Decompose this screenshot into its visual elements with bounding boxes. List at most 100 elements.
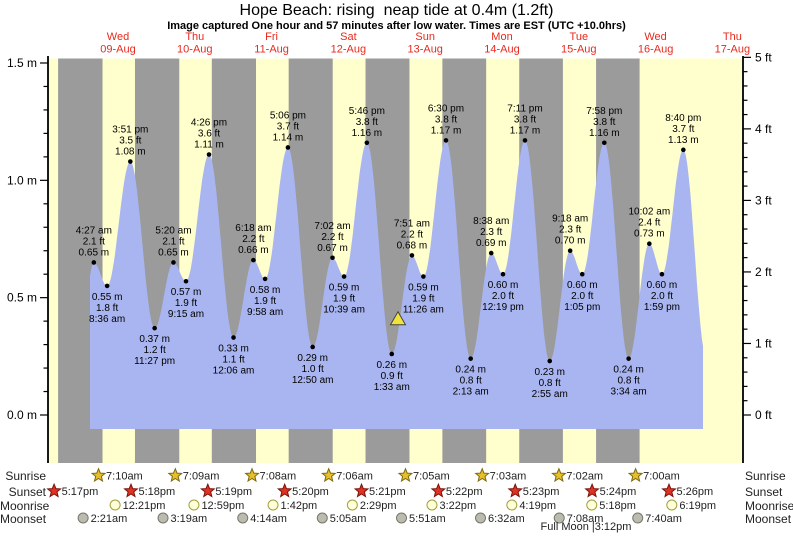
sunrise-icon (627, 467, 644, 483)
moonset-icon (316, 512, 328, 524)
tide-extreme-label: 0.70 m (555, 236, 586, 247)
tide-extreme-label: 2.0 ft (651, 291, 673, 302)
tide-extreme-label: 8:40 pm (665, 113, 701, 124)
tide-extreme-dot (579, 271, 585, 277)
moonset-time: 3:19am (171, 513, 208, 525)
day-label-weekday: Wed (644, 31, 666, 43)
moonrise-row-label-right: Moonrise (745, 498, 793, 513)
moonset-time: 5:51am (409, 513, 446, 525)
page-title: Hope Beach: rising neap tide at 0.4m (1.… (239, 2, 554, 19)
moonset-time: 7:08am (567, 513, 604, 525)
left-axis-tick-label: 0.5 m (7, 291, 37, 305)
tide-extreme-label: 5:20 am (155, 225, 191, 236)
tide-extreme-label: 7:11 pm (507, 103, 542, 114)
sunset-time: 5:19pm (215, 486, 252, 498)
tide-extreme-dot (547, 358, 553, 364)
tide-extreme-label: 0.60 m (647, 280, 678, 291)
tide-extreme-label: 0.59 m (329, 283, 360, 294)
moonset-time: 2:21am (91, 513, 128, 525)
tide-extreme-label: 2.1 ft (162, 236, 184, 247)
tide-extreme-label: 9:15 am (168, 309, 204, 320)
tide-extreme-label: 0.57 m (171, 287, 202, 298)
tide-extreme-label: 2:55 am (532, 389, 568, 400)
tide-extreme-label: 3:34 am (611, 387, 647, 398)
tide-extreme-dot (659, 271, 665, 277)
sunset-row-label-right: Sunset (745, 484, 783, 499)
right-axis-tick-label: 3 ft (755, 193, 772, 207)
tide-extreme-label: 11:26 am (403, 305, 444, 316)
tide-extreme-label: 3.8 ft (593, 117, 615, 128)
sunset-time: 5:18pm (138, 486, 175, 498)
tide-extreme-dot (522, 138, 528, 143)
moonrise-time: 3:22pm (439, 500, 476, 512)
tide-extreme-dot (341, 274, 347, 279)
tide-extreme-dot (251, 257, 256, 263)
tide-extreme-label: 1.14 m (273, 132, 304, 143)
tide-extreme-label: 0.33 m (218, 344, 249, 355)
tide-extreme-label: 0.66 m (238, 245, 269, 256)
tide-extreme-dot (231, 335, 236, 340)
tide-extreme-label: 1.9 ft (333, 294, 355, 305)
tide-extreme-label: 1.13 m (668, 135, 699, 146)
tide-extreme-label: 0.65 m (158, 247, 189, 258)
left-axis-tick-label: 1.0 m (7, 173, 37, 187)
sunrise-icon (167, 467, 183, 483)
sunrise-time: 7:02am (566, 471, 603, 483)
tide-extreme-label: 4:26 pm (191, 118, 227, 129)
sunset-icon (199, 482, 216, 498)
tide-extreme-dot (443, 138, 449, 143)
tide-extreme-label: 1.16 m (352, 128, 383, 139)
tide-extreme-label: 3.8 ft (514, 114, 536, 125)
right-axis-tick-label: 5 ft (755, 50, 772, 64)
tide-extreme-label: 10:39 am (323, 305, 365, 316)
tide-extreme-label: 2.2 ft (401, 229, 423, 240)
moonset-time: 7:40am (645, 513, 682, 525)
tide-extreme-dot (626, 356, 631, 361)
left-axis-tick-label: 0.0 m (7, 408, 37, 422)
moonset-icon (157, 512, 169, 524)
tide-extreme-label: 6:30 pm (428, 103, 464, 114)
tide-extreme-label: 1.0 ft (302, 364, 324, 375)
tide-extreme-label: 2.3 ft (559, 225, 581, 236)
tide-extreme-label: 1.8 ft (96, 303, 118, 314)
tide-extreme-label: 0.23 m (534, 367, 565, 378)
tide-extreme-label: 8:36 am (89, 314, 125, 325)
moonrise-time: 4:19pm (519, 500, 556, 512)
current-time-marker (389, 310, 407, 326)
tide-extreme-label: 3.8 ft (435, 114, 457, 125)
tide-extreme-label: 7:58 pm (586, 106, 622, 117)
day-label-weekday: Sun (415, 31, 435, 43)
day-label-date: 15-Aug (561, 44, 596, 56)
moonrise-time: 5:18pm (599, 500, 636, 512)
tide-extreme-label: 3.7 ft (277, 121, 299, 132)
sunset-icon (353, 482, 370, 498)
tide-extreme-label: 0.59 m (408, 283, 439, 294)
tide-extreme-label: 0.8 ft (460, 376, 482, 387)
tide-extreme-dot (128, 159, 133, 164)
sunset-time: 5:20pm (292, 486, 329, 498)
tide-extreme-label: 1.9 ft (175, 298, 197, 309)
sunrise-icon (397, 467, 414, 483)
tide-extreme-label: 1.11 m (194, 140, 224, 151)
tide-extreme-label: 1.1 ft (222, 355, 244, 366)
sunrise-time: 7:09am (183, 471, 220, 483)
moonrise-icon (109, 499, 121, 511)
sunrise-time: 7:06am (336, 471, 373, 483)
day-label-weekday: Mon (491, 31, 512, 43)
sunrise-time: 7:10am (106, 471, 143, 483)
moonrise-time: 2:29pm (360, 500, 397, 512)
tide-extreme-label: 5:06 pm (270, 110, 306, 121)
tide-extreme-label: 0.73 m (634, 229, 665, 240)
tide-extreme-dot (206, 152, 212, 157)
tide-extreme-label: 2.4 ft (638, 218, 660, 229)
tide-extreme-label: 5:46 pm (349, 106, 385, 117)
sunset-time: 5:21pm (369, 486, 406, 498)
moonrise-icon (586, 499, 598, 511)
tide-extreme-label: 3.5 ft (119, 136, 141, 147)
tide-extreme-label: 0.9 ft (381, 371, 403, 382)
tide-extreme-label: 2.0 ft (492, 291, 514, 302)
moonrise-time: 6:19pm (679, 500, 716, 512)
tide-extreme-dot (152, 325, 157, 331)
tide-extreme-label: 1.17 m (510, 125, 541, 136)
sunrise-row-label-right: Sunrise (745, 469, 786, 483)
